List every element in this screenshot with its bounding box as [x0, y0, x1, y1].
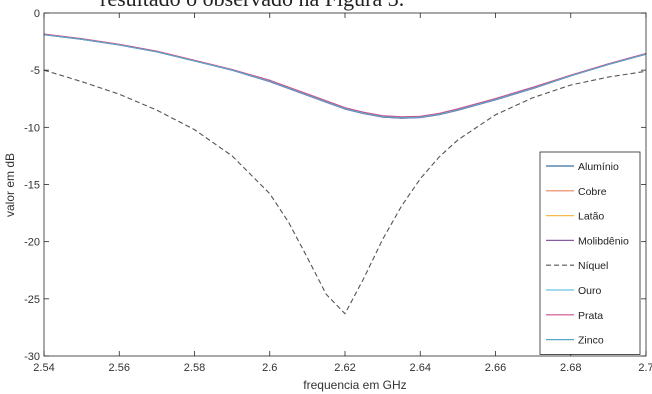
legend-label: Cobre [578, 186, 607, 198]
legend-label: Prata [578, 310, 603, 322]
series-line-7 [43, 33, 647, 118]
legend-label: Ouro [578, 285, 602, 297]
y-tick-label: -25 [24, 294, 40, 306]
y-tick-label: -20 [24, 237, 40, 249]
legend-label: Níquel [578, 260, 608, 272]
x-axis-label: frequencia em GHz [303, 378, 406, 392]
series-line-8 [43, 34, 647, 119]
x-tick-label: 2.64 [410, 362, 431, 374]
document-caption-fragment: resultado o observado na Figura 3. [100, 0, 404, 12]
y-axis-label: valor em dB [3, 153, 17, 217]
x-tick-label: 2.62 [334, 362, 355, 374]
y-tick-label: -30 [24, 351, 40, 363]
y-tick-label: -10 [24, 122, 40, 134]
x-tick-label: 2.56 [109, 362, 130, 374]
legend-box [539, 151, 641, 355]
x-tick-label: 2.54 [33, 362, 54, 374]
series-layer [43, 33, 647, 315]
x-tick-label: 2.7 [638, 362, 652, 374]
x-tick-label: 2.58 [184, 362, 205, 374]
legend-label: Latão [578, 211, 604, 223]
x-tick-label: 2.6 [262, 362, 277, 374]
legend-label: Molibdênio [578, 235, 629, 247]
legend: Alumínio Cobre Latão Molibdênio Níquel Ouro Pr… [539, 151, 641, 355]
y-tick-label: -5 [30, 65, 40, 77]
legend-label: Zinco [578, 335, 604, 347]
x-tick-label: 2.66 [485, 362, 506, 374]
x-tick-label: 2.68 [560, 362, 581, 374]
legend-label: Alumínio [578, 161, 619, 173]
series-line-5 [43, 69, 647, 315]
y-tick-label: -15 [24, 180, 40, 192]
y-tick-label: 0 [34, 8, 40, 20]
axes-layer: 2.54 2.56 2.58 2.6 2.62 2.64 2.66 2.68 2.7 -30 -25… [24, 8, 652, 374]
